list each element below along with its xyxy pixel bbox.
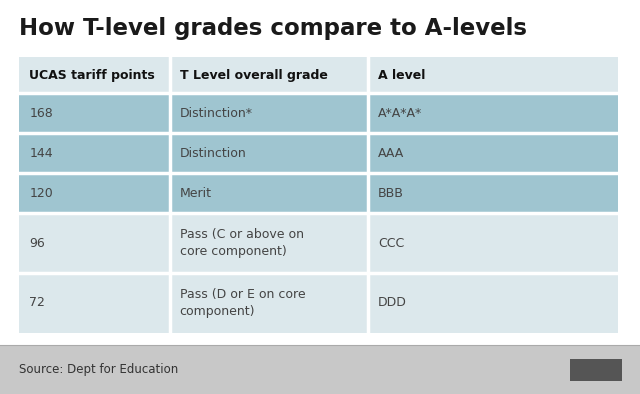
- Bar: [19, 93, 618, 133]
- Text: How T-level grades compare to A-levels: How T-level grades compare to A-levels: [19, 17, 527, 40]
- Text: Merit: Merit: [180, 186, 212, 199]
- Text: BBB: BBB: [378, 186, 404, 199]
- Bar: [0, 0, 640, 57]
- Text: Distinction: Distinction: [180, 147, 246, 160]
- Bar: [19, 173, 618, 213]
- Bar: [0, 345, 640, 394]
- Text: 72: 72: [29, 297, 45, 310]
- Text: Pass (C or above on
core component): Pass (C or above on core component): [180, 228, 303, 258]
- Text: 144: 144: [29, 147, 53, 160]
- Bar: [19, 213, 618, 273]
- Text: T Level overall grade: T Level overall grade: [180, 69, 328, 82]
- Text: Source: Dept for Education: Source: Dept for Education: [19, 363, 179, 376]
- Text: UCAS tariff points: UCAS tariff points: [29, 69, 155, 82]
- Text: Distinction*: Distinction*: [180, 106, 253, 119]
- Bar: [570, 359, 622, 381]
- Text: DDD: DDD: [378, 297, 407, 310]
- Text: 96: 96: [29, 236, 45, 249]
- Text: BBC: BBC: [580, 362, 612, 377]
- Text: CCC: CCC: [378, 236, 404, 249]
- Text: Pass (D or E on core
component): Pass (D or E on core component): [180, 288, 305, 318]
- Bar: [19, 273, 618, 333]
- Bar: [19, 57, 618, 333]
- Text: 120: 120: [29, 186, 53, 199]
- Text: A*A*A*: A*A*A*: [378, 106, 422, 119]
- Text: A level: A level: [378, 69, 426, 82]
- Bar: [19, 133, 618, 173]
- Bar: [19, 57, 618, 93]
- Text: 168: 168: [29, 106, 53, 119]
- Text: AAA: AAA: [378, 147, 404, 160]
